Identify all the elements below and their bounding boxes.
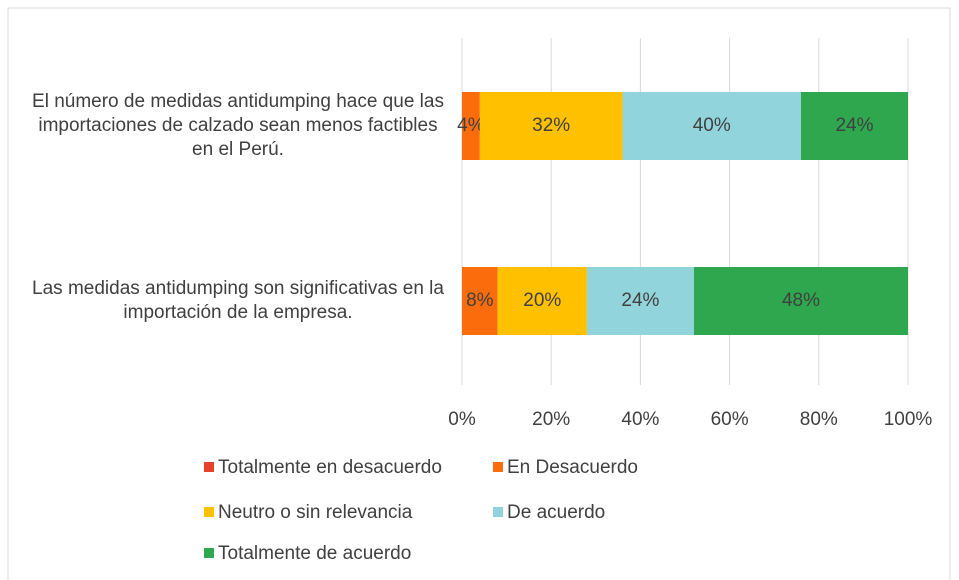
category-label: El número de medidas antidumping hace qu… — [32, 91, 444, 160]
x-tick-label: 100% — [884, 409, 933, 430]
bar-segment — [800, 92, 908, 160]
bar-segment — [693, 267, 908, 335]
x-tick-label: 20% — [532, 409, 570, 430]
bar-segment — [462, 92, 480, 160]
bar-segment — [479, 92, 623, 160]
category-label: Las medidas antidumping son significativ… — [32, 278, 444, 323]
legend-swatch — [204, 548, 214, 558]
legend-swatch — [493, 462, 503, 472]
bar-segment — [622, 92, 801, 160]
legend-swatch — [204, 507, 214, 517]
chart-border — [7, 7, 951, 580]
data-label: 24% — [621, 290, 659, 311]
legend-label: Totalmente en desacuerdo — [218, 457, 442, 478]
legend-label: Neutro o sin relevancia — [218, 502, 413, 523]
bar-segment — [462, 267, 498, 335]
data-label: 40% — [693, 115, 731, 136]
x-tick-label: 40% — [621, 409, 659, 430]
legend-swatch — [204, 462, 214, 472]
data-label: 8% — [466, 290, 494, 311]
data-label: 24% — [835, 115, 873, 136]
legend-label: En Desacuerdo — [507, 457, 638, 478]
bar-segment — [497, 267, 587, 335]
legend-label: Totalmente de acuerdo — [218, 543, 411, 564]
data-label: 20% — [523, 290, 561, 311]
bar-segment — [586, 267, 694, 335]
data-label: 48% — [782, 290, 820, 311]
x-tick-label: 0% — [448, 409, 476, 430]
x-tick-label: 80% — [800, 409, 838, 430]
legend-label: De acuerdo — [507, 502, 605, 523]
data-label: 32% — [532, 115, 570, 136]
data-label: 4% — [457, 115, 485, 136]
legend-swatch — [493, 507, 503, 517]
x-tick-label: 60% — [711, 409, 749, 430]
